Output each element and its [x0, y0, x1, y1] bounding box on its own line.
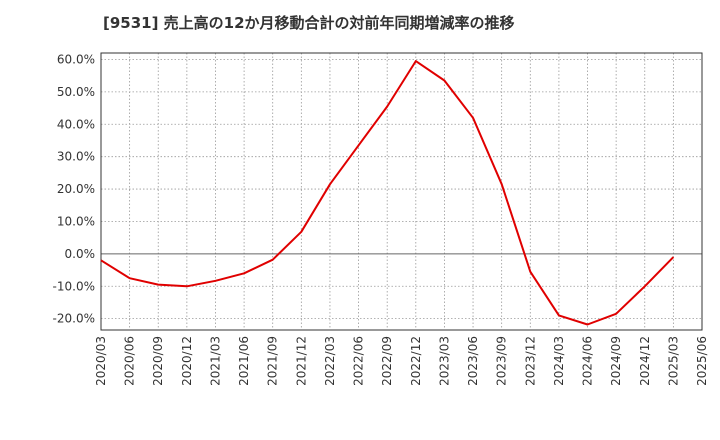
y-tick-label: -10.0% — [53, 279, 95, 293]
x-tick-label: 2023/12 — [523, 336, 537, 386]
y-tick-label: 40.0% — [57, 117, 95, 131]
x-tick-label: 2024/09 — [609, 336, 623, 386]
x-tick-label: 2023/03 — [437, 336, 451, 386]
plot-border — [100, 52, 703, 331]
x-tick-label: 2022/12 — [409, 336, 423, 386]
plot-area — [101, 53, 702, 330]
y-tick-label: 30.0% — [57, 150, 95, 164]
x-tick-label: 2020/06 — [123, 336, 137, 386]
x-tick-label: 2023/06 — [466, 336, 480, 386]
x-tick-label: 2023/09 — [495, 336, 509, 386]
y-tick-label: 20.0% — [57, 182, 95, 196]
x-tick-label: 2022/06 — [352, 336, 366, 386]
x-tick-label: 2024/03 — [552, 336, 566, 386]
x-tick-label: 2025/03 — [666, 336, 680, 386]
x-tick-label: 2024/06 — [581, 336, 595, 386]
x-tick-label: 2024/12 — [638, 336, 652, 386]
x-tick-label: 2022/09 — [380, 336, 394, 386]
x-tick-label: 2021/03 — [208, 336, 222, 386]
x-tick-label: 2020/12 — [180, 336, 194, 386]
x-tick-label: 2020/09 — [151, 336, 165, 386]
y-tick-label: -20.0% — [53, 312, 95, 326]
y-tick-label: 60.0% — [57, 52, 95, 66]
chart-title: [9531] 売上高の12か月移動合計の対前年同期増減率の推移 — [103, 14, 515, 32]
x-tick-label: 2021/09 — [266, 336, 280, 386]
x-tick-label: 2020/03 — [94, 336, 108, 386]
y-tick-label: 50.0% — [57, 85, 95, 99]
x-tick-label: 2025/06 — [695, 336, 709, 386]
x-tick-label: 2021/06 — [237, 336, 251, 386]
y-tick-label: 0.0% — [65, 247, 96, 261]
x-tick-label: 2021/12 — [294, 336, 308, 386]
series-line — [100, 60, 675, 326]
x-tick-label: 2022/03 — [323, 336, 337, 386]
y-tick-label: 10.0% — [57, 214, 95, 228]
